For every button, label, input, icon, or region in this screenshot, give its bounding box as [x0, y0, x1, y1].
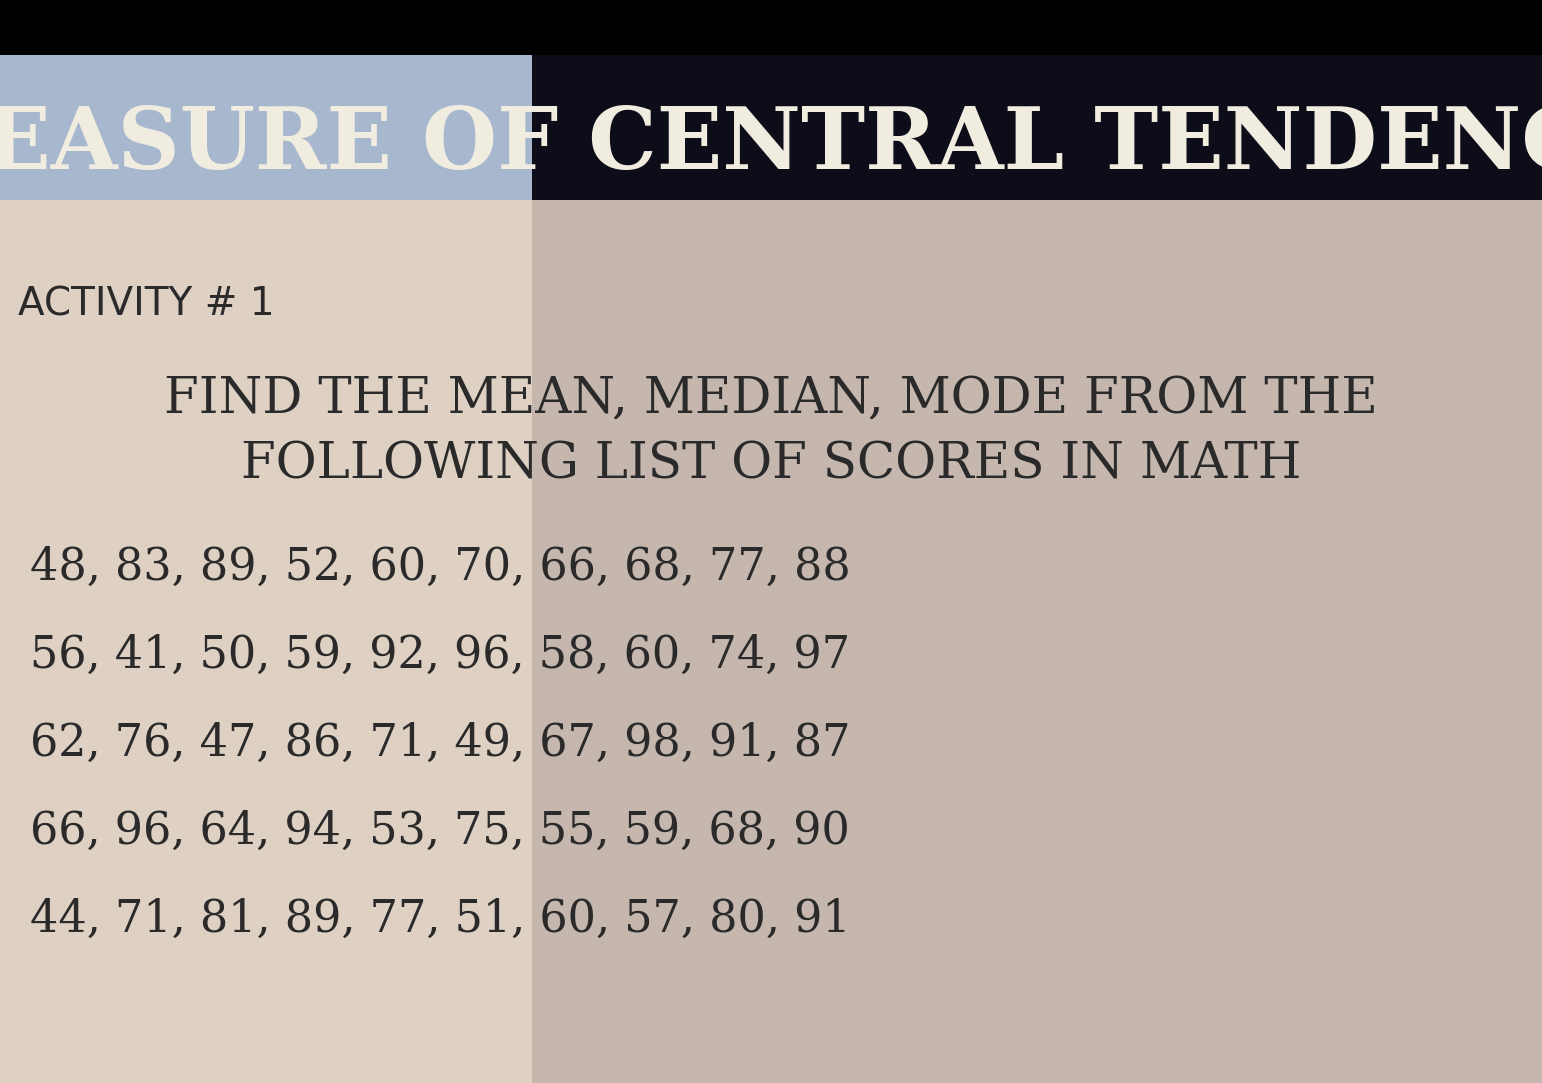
Text: 66, 96, 64, 94, 53, 75, 55, 59, 68, 90: 66, 96, 64, 94, 53, 75, 55, 59, 68, 90: [29, 809, 850, 852]
Text: 56, 41, 50, 59, 92, 96, 58, 60, 74, 97: 56, 41, 50, 59, 92, 96, 58, 60, 74, 97: [29, 634, 850, 677]
Bar: [0, 200, 532, 1083]
Text: FOLLOWING LIST OF SCORES IN MATH: FOLLOWING LIST OF SCORES IN MATH: [241, 441, 1301, 490]
Text: 44, 71, 81, 89, 77, 51, 60, 57, 80, 91: 44, 71, 81, 89, 77, 51, 60, 57, 80, 91: [29, 898, 851, 940]
Text: MEASURE OF CENTRAL TENDENCY: MEASURE OF CENTRAL TENDENCY: [0, 103, 1542, 187]
Text: ACTIVITY # 1: ACTIVITY # 1: [19, 285, 274, 324]
Bar: [0, 200, 1542, 1083]
Bar: [532, 0, 1542, 1083]
Text: 48, 83, 89, 52, 60, 70, 66, 68, 77, 88: 48, 83, 89, 52, 60, 70, 66, 68, 77, 88: [29, 546, 851, 588]
Text: 62, 76, 47, 86, 71, 49, 67, 98, 91, 87: 62, 76, 47, 86, 71, 49, 67, 98, 91, 87: [29, 721, 851, 765]
Bar: [0, 0, 532, 200]
Text: FIND THE MEAN, MEDIAN, MODE FROM THE: FIND THE MEAN, MEDIAN, MODE FROM THE: [163, 376, 1379, 425]
Bar: [0, 0, 532, 200]
Bar: [0, 0, 1542, 55]
